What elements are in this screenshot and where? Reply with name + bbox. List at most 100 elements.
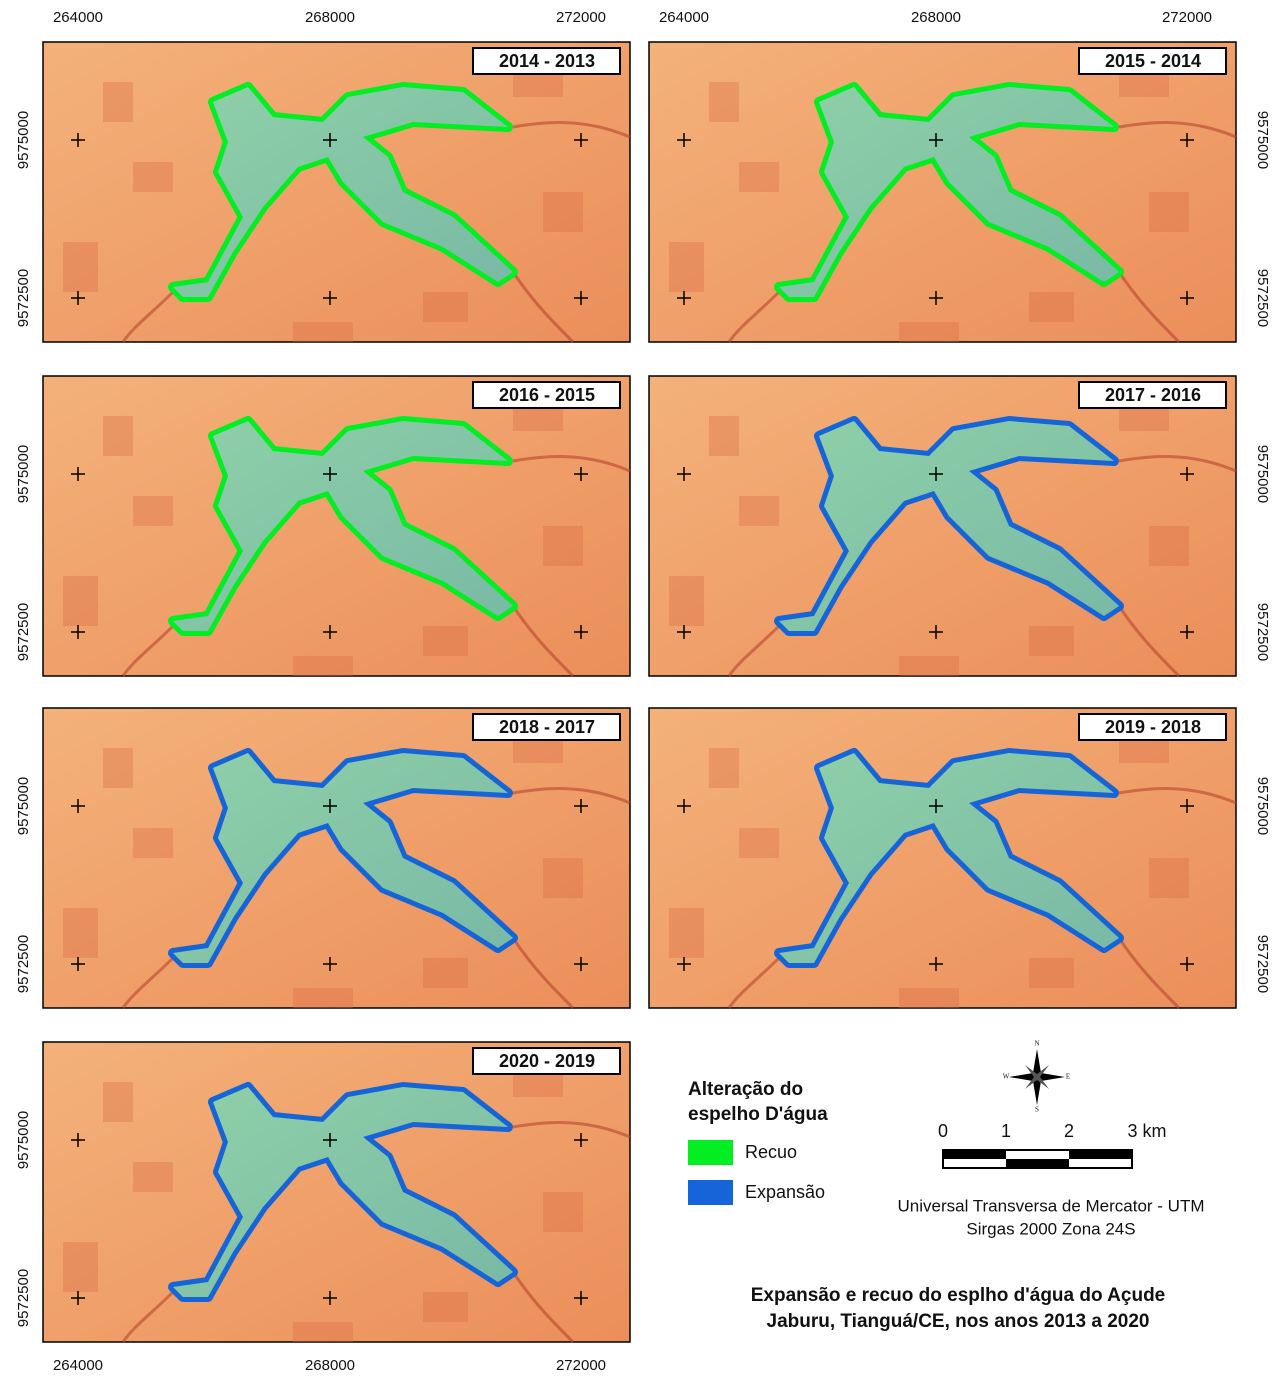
grid-cross (1180, 133, 1194, 147)
field-patch (899, 656, 959, 676)
field-patch (293, 322, 353, 342)
x-coordinate: 268000 (911, 9, 961, 26)
panel-label: 2020 - 2019 (499, 1051, 595, 1071)
panel-label: 2019 - 2018 (1105, 717, 1201, 737)
grid-cross (1180, 799, 1194, 813)
field-patch (1119, 406, 1169, 431)
field-patch (423, 1292, 468, 1322)
legend-swatch (688, 1140, 733, 1165)
projection-text: Sirgas 2000 Zona 24S (966, 1219, 1135, 1238)
stream (121, 121, 631, 344)
stream (727, 787, 1237, 1010)
field-patch (423, 292, 468, 322)
scale-label: 0 (938, 1121, 948, 1141)
grid-cross (71, 625, 85, 639)
satellite-image (648, 707, 1237, 1009)
grid-cross (323, 291, 337, 305)
grid-cross (574, 799, 588, 813)
satellite-image (42, 1041, 631, 1343)
grid-cross (574, 467, 588, 481)
field-patch (63, 242, 98, 292)
figure-title: Jaburu, Tianguá/CE, nos anos 2013 a 2020 (767, 1311, 1150, 1332)
water-surface (173, 421, 513, 631)
field-patch (1029, 626, 1074, 656)
field-patch (1149, 192, 1189, 232)
field-patch (739, 162, 779, 192)
field-patch (739, 496, 779, 526)
grid-cross (323, 799, 337, 813)
y-coordinate: 9575000 (1254, 111, 1271, 169)
grid-cross (929, 467, 943, 481)
legend-label: Recuo (745, 1142, 797, 1162)
field-patch (103, 416, 133, 456)
map-panel: 2015 - 2014 (648, 41, 1237, 344)
grid-cross (1180, 291, 1194, 305)
satellite-image (648, 41, 1237, 343)
field-patch (543, 526, 583, 566)
grid-cross (929, 625, 943, 639)
satellite-image (42, 41, 631, 343)
grid-cross (677, 291, 691, 305)
grid-cross (574, 133, 588, 147)
field-patch (63, 908, 98, 958)
grid-cross (71, 1291, 85, 1305)
grid-cross (1180, 625, 1194, 639)
y-coordinate: 9575000 (1254, 445, 1271, 503)
map-panel: 2018 - 2017 (42, 707, 631, 1010)
x-coordinate: 268000 (305, 9, 355, 26)
grid-cross (323, 625, 337, 639)
panel-label-box (1078, 381, 1227, 409)
stream (121, 455, 631, 678)
field-patch (293, 1322, 353, 1342)
grid-cross (71, 957, 85, 971)
field-patch (513, 72, 563, 97)
panel-label-box (472, 381, 621, 409)
grid-cross (929, 291, 943, 305)
field-patch (1119, 738, 1169, 763)
field-patch (1149, 526, 1189, 566)
satellite-image (42, 707, 631, 1009)
grid-cross (1180, 467, 1194, 481)
grid-cross (574, 1291, 588, 1305)
field-patch (133, 1162, 173, 1192)
grid-cross (71, 133, 85, 147)
field-patch (543, 858, 583, 898)
panel-label: 2017 - 2016 (1105, 385, 1201, 405)
water-surface (173, 87, 513, 297)
stream (727, 455, 1237, 678)
field-patch (1029, 958, 1074, 988)
map-panel: 2014 - 2013 (42, 41, 631, 344)
grid-cross (677, 133, 691, 147)
grid-cross (323, 1133, 337, 1147)
y-coordinate: 9575000 (15, 111, 32, 169)
panel-label: 2014 - 2013 (499, 51, 595, 71)
y-coordinate: 9572500 (1254, 603, 1271, 661)
field-patch (1119, 72, 1169, 97)
legend-title: Alteração do (688, 1079, 803, 1100)
grid-cross (323, 1291, 337, 1305)
field-patch (543, 1192, 583, 1232)
grid-cross (71, 467, 85, 481)
stream (121, 1121, 631, 1344)
water-surface (173, 1087, 513, 1297)
field-patch (103, 82, 133, 122)
y-coordinate: 9575000 (1254, 777, 1271, 835)
panel-label-box (472, 1047, 621, 1075)
projection-text: Universal Transversa de Mercator - UTM (897, 1196, 1204, 1215)
field-patch (899, 988, 959, 1008)
grid-cross (677, 799, 691, 813)
field-patch (739, 828, 779, 858)
field-patch (63, 1242, 98, 1292)
legend-label: Expansão (745, 1182, 825, 1202)
x-coordinate: 272000 (556, 1357, 606, 1374)
stream (727, 121, 1237, 344)
y-coordinate: 9572500 (1254, 935, 1271, 993)
water-surface (173, 753, 513, 963)
field-patch (709, 416, 739, 456)
y-coordinate: 9572500 (15, 935, 32, 993)
field-patch (1149, 858, 1189, 898)
panel-label-box (472, 713, 621, 741)
field-patch (423, 626, 468, 656)
